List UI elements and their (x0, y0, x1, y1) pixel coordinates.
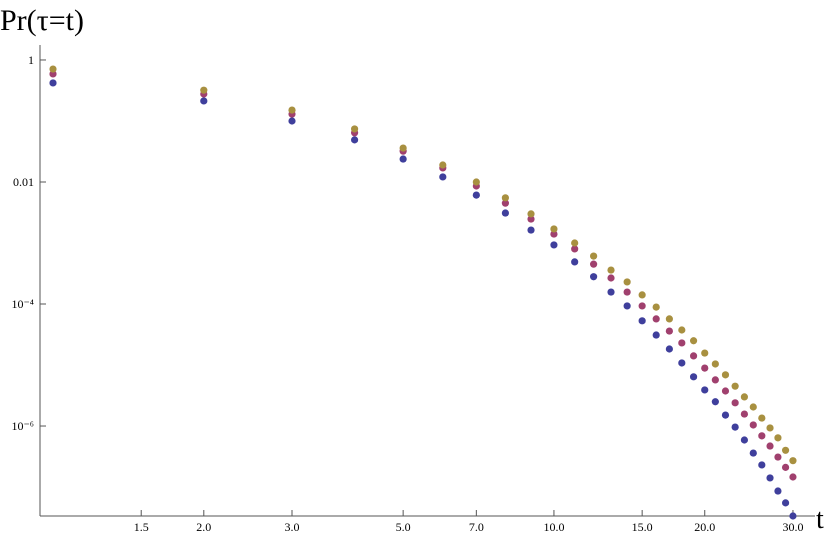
data-point (758, 432, 766, 440)
data-point (652, 331, 660, 339)
x-tick-label: 1.5 (134, 520, 149, 534)
data-point (665, 327, 673, 335)
x-axis-label: t (816, 504, 824, 535)
data-point (49, 65, 57, 73)
data-point (665, 345, 673, 353)
data-point (527, 226, 535, 234)
data-point (652, 315, 660, 323)
data-point (781, 499, 790, 507)
data-point (701, 349, 709, 357)
data-point (571, 258, 579, 266)
data-point (49, 79, 57, 87)
data-point (665, 315, 673, 323)
data-point (711, 376, 719, 384)
data-point (740, 436, 749, 444)
data-point (571, 239, 579, 247)
data-point (590, 252, 598, 260)
data-point (711, 398, 719, 406)
data-point (200, 97, 208, 105)
data-point (701, 364, 709, 372)
data-point (638, 302, 646, 310)
data-point (766, 424, 774, 432)
data-point (590, 260, 598, 268)
data-point (607, 266, 615, 274)
data-point (350, 136, 359, 144)
data-point (501, 194, 509, 202)
data-point (689, 337, 698, 345)
data-point (607, 274, 615, 282)
data-point (781, 463, 790, 471)
data-point (731, 399, 739, 407)
data-point (789, 512, 797, 520)
data-point (758, 461, 766, 469)
y-tick-label: 0.01 (13, 175, 34, 189)
data-point (472, 191, 480, 199)
data-point (740, 393, 749, 401)
data-point (721, 371, 730, 379)
data-point (774, 453, 782, 461)
data-point (689, 352, 698, 360)
y-axis-label: Pr(τ=t) (0, 4, 84, 37)
x-tick-label: 20.0 (694, 520, 715, 534)
data-point (571, 245, 579, 253)
data-point (774, 487, 782, 495)
data-point (550, 241, 558, 249)
x-tick-label: 5.0 (396, 520, 411, 534)
x-tick-label: 15.0 (632, 520, 653, 534)
data-point (550, 225, 558, 233)
data-point (740, 410, 749, 418)
data-point (678, 326, 686, 334)
x-tick-label: 7.0 (469, 520, 484, 534)
data-point (623, 278, 631, 286)
data-point (439, 161, 447, 169)
x-tick-label: 3.0 (285, 520, 300, 534)
data-point (638, 291, 646, 299)
data-point (721, 411, 730, 419)
data-point (678, 339, 686, 347)
y-tick-label: 10⁻⁶ (11, 419, 34, 433)
data-point (200, 86, 208, 94)
data-point (623, 302, 631, 310)
data-point (638, 317, 646, 325)
data-point (689, 373, 698, 381)
data-point (288, 106, 296, 114)
y-tick-label: 1 (28, 53, 34, 67)
data-point (607, 288, 615, 296)
data-point (749, 449, 757, 457)
data-point (623, 288, 631, 296)
data-point (758, 414, 766, 422)
data-point (590, 273, 598, 281)
data-point (678, 359, 686, 367)
data-point (527, 215, 535, 223)
data-point (288, 117, 296, 125)
data-point (399, 155, 407, 163)
data-point (472, 178, 480, 186)
data-point (721, 387, 730, 395)
data-point (711, 360, 719, 368)
data-point (789, 457, 797, 465)
data-point (550, 230, 558, 238)
data-point (652, 303, 660, 311)
data-point (781, 446, 790, 454)
data-point (439, 173, 447, 181)
x-tick-label: 30.0 (782, 520, 803, 534)
data-point (501, 199, 509, 207)
data-point (501, 209, 509, 217)
data-point (766, 442, 774, 450)
data-point (350, 125, 359, 133)
y-tick-label: 10⁻⁴ (11, 297, 34, 311)
data-point (701, 386, 709, 394)
x-tick-label: 2.0 (196, 520, 211, 534)
data-point (731, 423, 739, 431)
data-point (731, 382, 739, 390)
data-point (749, 403, 757, 411)
data-point (774, 434, 782, 442)
data-point (399, 144, 407, 152)
data-point (749, 421, 757, 429)
data-point (789, 473, 797, 481)
data-point (527, 210, 535, 218)
x-tick-label: 10.0 (543, 520, 564, 534)
data-point (766, 474, 774, 482)
